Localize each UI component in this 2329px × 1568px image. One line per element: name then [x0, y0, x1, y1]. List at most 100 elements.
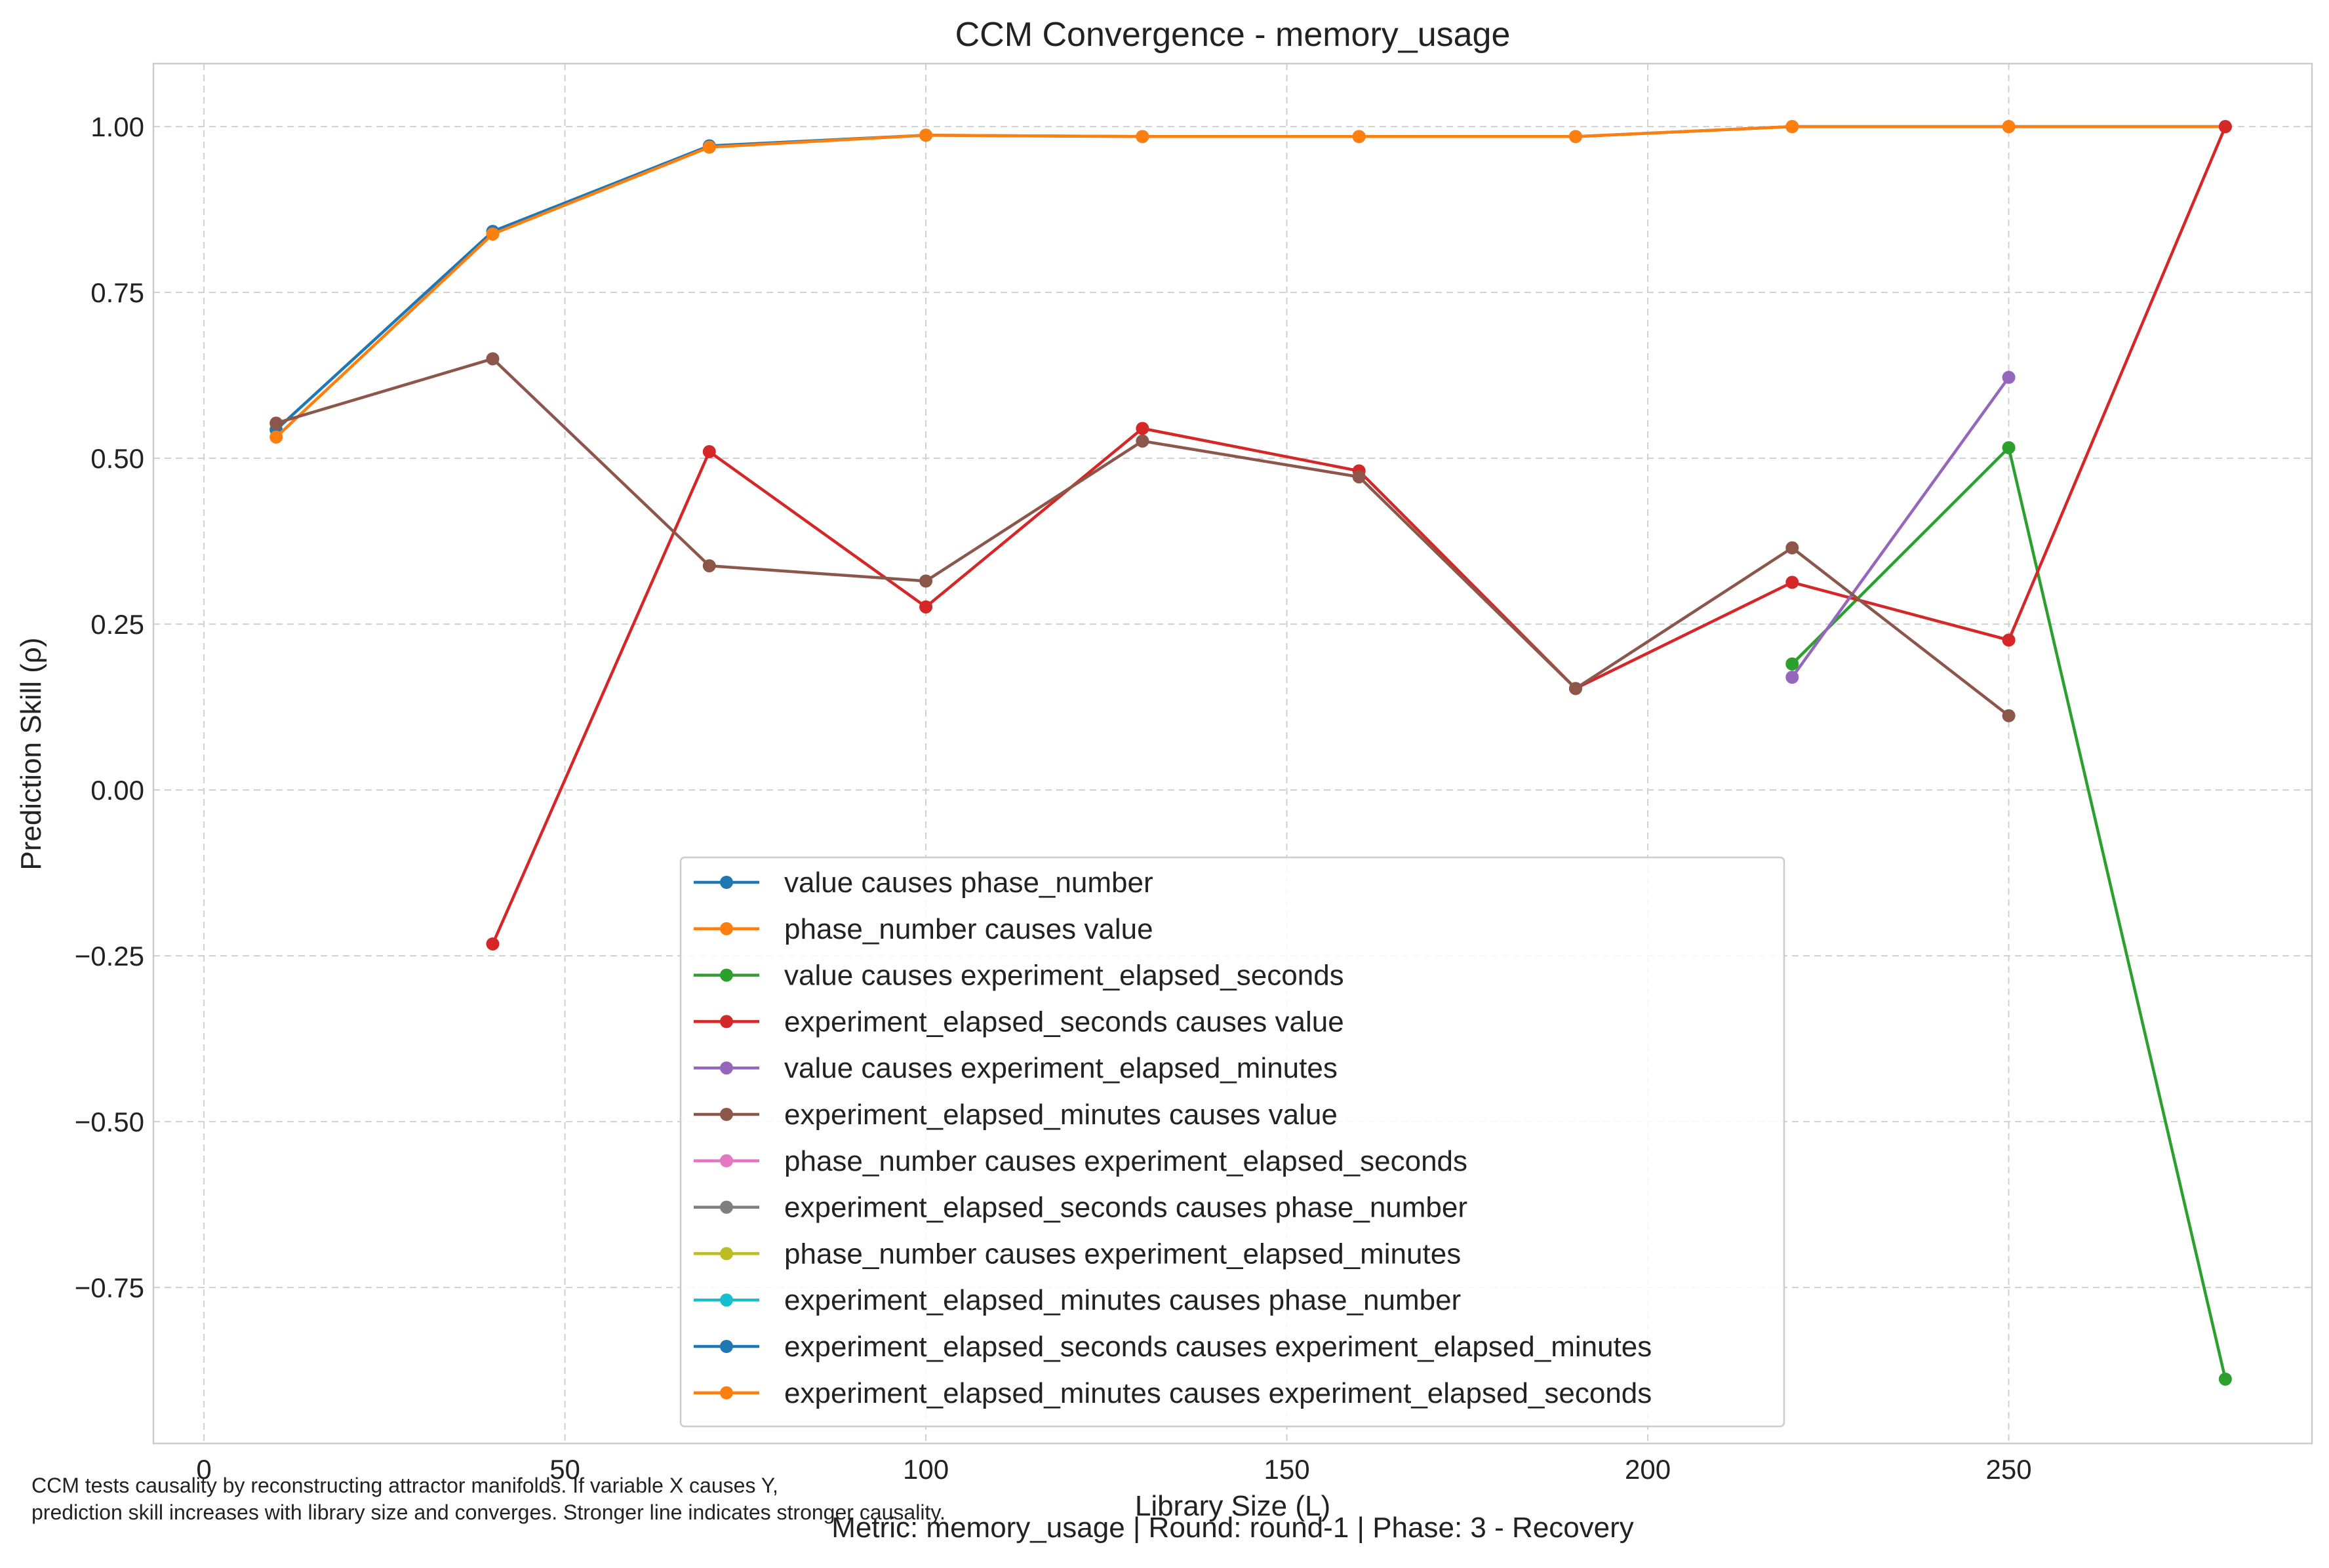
legend-label: value causes experiment_elapsed_seconds: [784, 960, 1344, 992]
legend-label: phase_number causes experiment_elapsed_m…: [784, 1238, 1461, 1270]
axis-ticks: 0 50 100 150 200 250 1.00 0.75 0.50 0.25 0.00 −0.25…: [75, 111, 2032, 1485]
y-tick-label: 0.25: [90, 609, 144, 640]
legend-entry: experiment_elapsed_minutes causes phase_…: [694, 1284, 1461, 1316]
legend-entry: phase_number causes value: [694, 913, 1153, 945]
data-point: [486, 352, 500, 366]
series-2: [269, 120, 2232, 444]
y-tick-label: 0.50: [90, 443, 144, 474]
data-point: [702, 140, 716, 154]
legend-label: experiment_elapsed_seconds causes value: [784, 1006, 1344, 1038]
data-point: [702, 445, 716, 459]
legend-box: [679, 856, 1785, 1428]
legend-label: experiment_elapsed_minutes causes phase_…: [784, 1284, 1461, 1316]
data-point: [1785, 657, 1799, 671]
data-point: [2218, 120, 2232, 134]
legend-swatch-marker: [720, 1154, 733, 1167]
data-point: [1785, 541, 1799, 555]
legend-label: experiment_elapsed_minutes causes value: [784, 1099, 1338, 1131]
legend-label: phase_number causes value: [784, 913, 1153, 945]
legend-label: value causes experiment_elapsed_minutes: [784, 1052, 1338, 1084]
methodology-note: CCM tests causality by reconstructing at…: [31, 1472, 946, 1526]
data-point: [1136, 130, 1149, 144]
legend-label: experiment_elapsed_seconds causes experi…: [784, 1331, 1652, 1363]
data-point: [2218, 1372, 2232, 1386]
legend-entry: experiment_elapsed_seconds causes experi…: [694, 1331, 1652, 1363]
data-point: [1352, 470, 1366, 484]
y-tick-label: −0.50: [75, 1107, 144, 1137]
legend-entry: experiment_elapsed_seconds causes value: [694, 1006, 1344, 1038]
data-point: [486, 227, 500, 241]
legend-entry: experiment_elapsed_minutes causes experi…: [694, 1377, 1652, 1409]
legend-swatch-marker: [720, 1200, 733, 1214]
x-tick-label: 150: [1264, 1454, 1310, 1485]
legend-label: value causes phase_number: [784, 867, 1153, 899]
legend-entry: experiment_elapsed_minutes causes value: [694, 1099, 1338, 1131]
y-tick-label: −0.25: [75, 941, 144, 971]
data-point: [2002, 441, 2016, 454]
series-4: [486, 120, 2232, 951]
legend-label: phase_number causes experiment_elapsed_s…: [784, 1145, 1467, 1177]
data-point: [1568, 682, 1582, 696]
series-line: [275, 125, 2225, 439]
data-point: [1136, 434, 1149, 448]
x-tick-label: 200: [1625, 1454, 1671, 1485]
y-tick-label: 0.75: [90, 277, 144, 308]
series-1: [269, 120, 2232, 437]
x-tick-label: 100: [903, 1454, 949, 1485]
data-point: [1785, 120, 1799, 134]
series-3: [1785, 441, 2232, 1386]
data-point: [1568, 130, 1582, 144]
data-point: [919, 574, 933, 588]
x-tick-label: 0: [196, 1454, 211, 1485]
x-tick-label: 50: [549, 1454, 580, 1485]
series-line: [491, 126, 2227, 945]
methodology-note-line-2: prediction skill increases with library …: [31, 1500, 946, 1524]
plot-area-frame: [152, 62, 2313, 1445]
series-6: [269, 352, 2016, 722]
series-line: [275, 357, 2010, 717]
legend-entry: phase_number causes experiment_elapsed_m…: [694, 1238, 1461, 1270]
data-point: [2002, 370, 2016, 384]
legend-swatch-marker: [720, 1340, 733, 1353]
legend-entry: experiment_elapsed_seconds causes phase_…: [694, 1192, 1467, 1224]
data-point: [269, 416, 283, 430]
data-point: [702, 559, 716, 573]
series-line: [1791, 376, 2010, 678]
legend-entry: phase_number causes experiment_elapsed_s…: [694, 1145, 1467, 1177]
data-point: [1785, 576, 1799, 589]
x-axis-label: Library Size (L): [1135, 1490, 1330, 1522]
legend-entry: value causes experiment_elapsed_minutes: [694, 1052, 1338, 1084]
legend: value causes phase_number phase_number ca…: [679, 856, 1785, 1428]
data-point: [919, 128, 933, 142]
data-point: [2002, 709, 2016, 722]
legend-swatch-marker: [720, 1293, 733, 1307]
data-point: [919, 600, 933, 614]
y-tick-label: 0.00: [90, 775, 144, 806]
legend-swatch-marker: [720, 922, 733, 935]
legend-swatch-marker: [720, 1386, 733, 1400]
methodology-note-line-1: CCM tests causality by reconstructing at…: [31, 1474, 778, 1497]
data-series: [269, 120, 2232, 1386]
legend-swatch-marker: [720, 1247, 733, 1261]
legend-swatch-marker: [720, 1108, 733, 1121]
x-tick-label: 250: [1986, 1454, 2032, 1485]
data-point: [1136, 421, 1149, 435]
legend-entry: value causes experiment_elapsed_seconds: [694, 960, 1344, 992]
chart-title: CCM Convergence - memory_usage: [955, 16, 1511, 54]
legend-swatch-marker: [720, 876, 733, 889]
y-tick-label: −0.75: [75, 1272, 144, 1303]
data-point: [269, 430, 283, 444]
legend-swatch-marker: [720, 968, 733, 982]
legend-entry: value causes phase_number: [694, 867, 1153, 899]
data-point: [1785, 671, 1799, 684]
legend-swatch-marker: [720, 1015, 733, 1029]
data-point: [1352, 130, 1366, 144]
legend-label: experiment_elapsed_seconds causes phase_…: [784, 1192, 1467, 1224]
data-point: [2002, 633, 2016, 647]
data-point: [486, 937, 500, 951]
y-tick-label: 1.00: [90, 111, 144, 142]
metric-round-phase-caption: Metric: memory_usage | Round: round-1 | …: [831, 1512, 1634, 1544]
legend-label: experiment_elapsed_minutes causes experi…: [784, 1377, 1652, 1409]
y-axis-label: Prediction Skill (ρ): [15, 637, 47, 870]
